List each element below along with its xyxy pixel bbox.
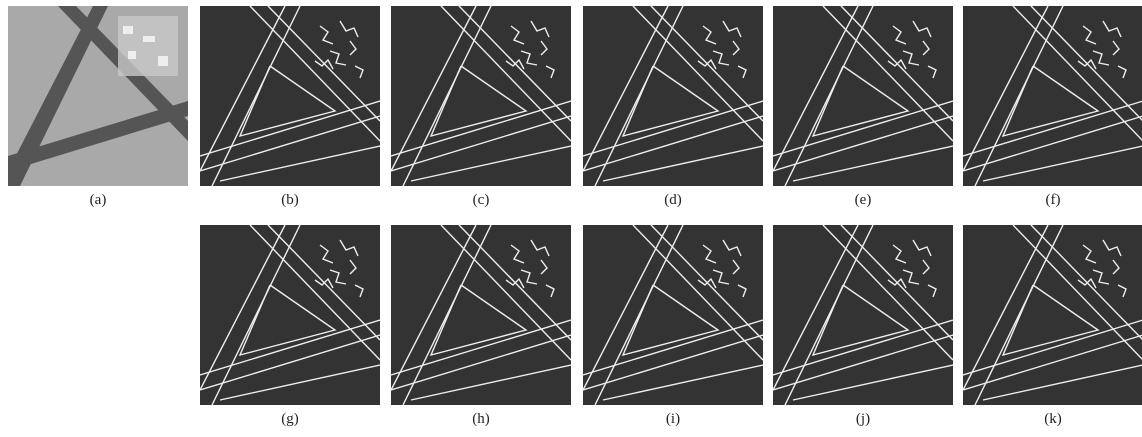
edge-map [391, 225, 571, 405]
edge-map [583, 6, 763, 186]
figure: (a) (b) (c) (d) (e) (f) (g) (h) (i) (j) (k) [0, 0, 1142, 437]
aerial-image [8, 6, 188, 186]
caption: (c) [391, 192, 571, 209]
edge-map [200, 6, 380, 186]
edge-map [963, 225, 1142, 405]
caption: (k) [963, 411, 1142, 428]
caption: (b) [200, 192, 380, 209]
edge-map [200, 225, 380, 405]
edge-map [963, 6, 1142, 186]
caption: (f) [963, 192, 1142, 209]
edge-map [583, 225, 763, 405]
caption: (i) [583, 411, 763, 428]
edge-map [773, 6, 953, 186]
edge-map [773, 225, 953, 405]
caption: (h) [391, 411, 571, 428]
caption: (j) [773, 411, 953, 428]
caption: (d) [583, 192, 763, 209]
caption: (e) [773, 192, 953, 209]
caption: (g) [200, 411, 380, 428]
edge-map [391, 6, 571, 186]
caption: (a) [8, 192, 188, 209]
